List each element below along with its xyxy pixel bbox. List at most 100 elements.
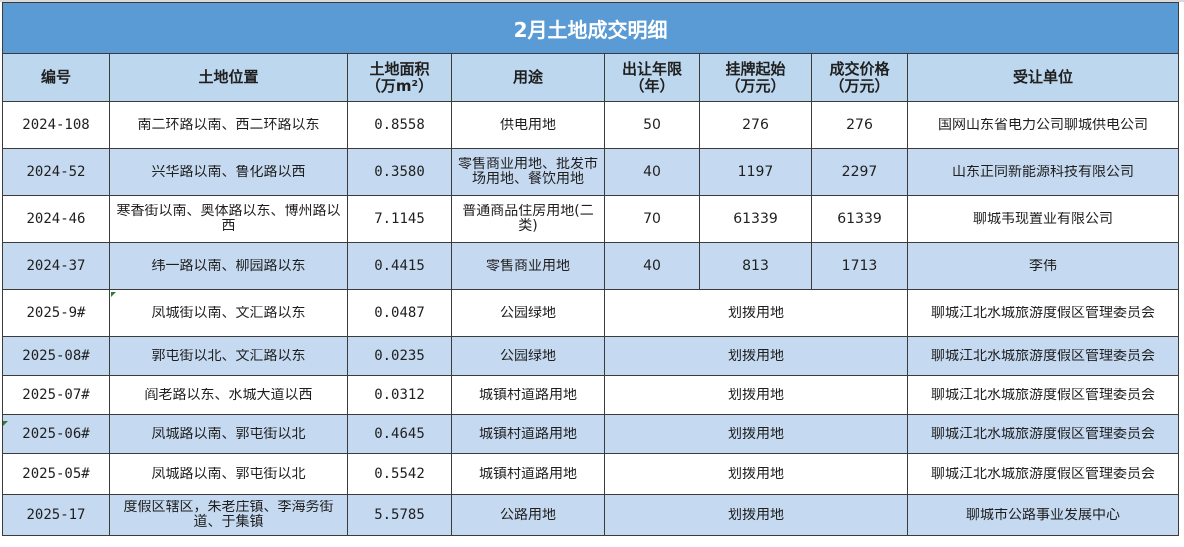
cell-location[interactable]: 凤城路以南、郭屯街以北: [109, 414, 348, 454]
cell-location[interactable]: 凤城路以南、郭屯街以北: [109, 453, 348, 495]
cell-area[interactable]: 0.5542: [347, 453, 452, 495]
cell-buyer[interactable]: 聊城江北水城旅游度假区管理委员会: [906, 453, 1180, 495]
cell-id[interactable]: 2025-08#: [2, 336, 110, 376]
cell-id[interactable]: 2024-37: [2, 242, 110, 290]
spreadsheet: 2月土地成交明细 编号 土地位置 土地面积 （万m²） 用途 出让年限 （年） 挂牌起始 （万元…: [1, 2, 1180, 536]
cell-buyer[interactable]: 李伟: [906, 242, 1180, 290]
cell-allocation[interactable]: 划拨用地: [604, 375, 908, 415]
cell-location[interactable]: 南二环路以南、西二环路以东: [109, 101, 348, 149]
cell-allocation[interactable]: 划拨用地: [604, 289, 908, 337]
cell-id-text: 2024-46: [26, 211, 86, 227]
cell-id[interactable]: 2025-17: [2, 494, 110, 536]
cell-use[interactable]: 零售商业用地: [451, 242, 605, 290]
cell-deal-price[interactable]: 61339: [811, 195, 908, 243]
cell-use[interactable]: 城镇村道路用地: [451, 453, 605, 495]
cell-allocation[interactable]: 划拨用地: [604, 494, 908, 536]
header-years[interactable]: 出让年限 （年）: [604, 53, 700, 102]
cell-area-text: 7.1145: [374, 211, 425, 227]
cell-use[interactable]: 普通商品住房用地(二类): [451, 195, 605, 243]
cell-allocation[interactable]: 划拨用地: [604, 453, 908, 495]
cell-location[interactable]: 兴华路以南、鲁化路以西: [109, 148, 348, 196]
cell-deal-price[interactable]: 276: [811, 101, 908, 149]
cell-buyer[interactable]: 聊城江北水城旅游度假区管理委员会: [906, 375, 1180, 415]
cell-buyer[interactable]: 聊城江北水城旅游度假区管理委员会: [906, 289, 1180, 337]
cell-allocation-text: 划拨用地: [728, 507, 784, 523]
header-buyer[interactable]: 受让单位: [906, 53, 1180, 102]
cell-area[interactable]: 0.3580: [347, 148, 452, 196]
cell-location-text: 阎老路以东、水城大道以西: [144, 387, 313, 403]
cell-id-text: 2024-52: [26, 164, 86, 180]
cell-start-price[interactable]: 276: [699, 101, 812, 149]
cell-deal-price-text: 61339: [837, 211, 882, 227]
cell-location-text: 郭屯街以北、文汇路以东: [151, 348, 306, 364]
cell-id[interactable]: 2024-46: [2, 195, 110, 243]
cell-years[interactable]: 70: [604, 195, 700, 243]
cell-area[interactable]: 0.8558: [347, 101, 452, 149]
cell-buyer-text: 聊城市公路事业发展中心: [966, 507, 1121, 523]
cell-location-text: 纬一路以南、柳园路以东: [151, 258, 306, 274]
cell-allocation-text: 划拨用地: [728, 387, 784, 403]
sheet-title[interactable]: 2月土地成交明细: [1, 2, 1180, 54]
cell-buyer[interactable]: 山东正同新能源科技有限公司: [906, 148, 1180, 196]
cell-location[interactable]: 阎老路以东、水城大道以西: [109, 375, 348, 415]
cell-use[interactable]: 零售商业用地、批发市场用地、餐饮用地: [451, 148, 605, 196]
cell-id[interactable]: 2025-06#: [2, 414, 110, 454]
cell-id[interactable]: 2025-07#: [2, 375, 110, 415]
cell-use-text: 城镇村道路用地: [479, 466, 577, 482]
cell-years[interactable]: 40: [604, 148, 700, 196]
header-id[interactable]: 编号: [2, 53, 110, 102]
cell-location[interactable]: 寒香街以南、奥体路以东、博州路以西: [109, 195, 348, 243]
cell-start-price[interactable]: 61339: [699, 195, 812, 243]
cell-location[interactable]: 纬一路以南、柳园路以东: [109, 242, 348, 290]
cell-location[interactable]: 度假区辖区，朱老庄镇、李海务街道、于集镇: [109, 494, 348, 536]
cell-area[interactable]: 7.1145: [347, 195, 452, 243]
cell-years[interactable]: 40: [604, 242, 700, 290]
cell-area[interactable]: 0.4415: [347, 242, 452, 290]
cell-buyer[interactable]: 聊城江北水城旅游度假区管理委员会: [906, 414, 1180, 454]
header-start-price[interactable]: 挂牌起始 （万元）: [699, 53, 812, 102]
cell-buyer[interactable]: 聊城江北水城旅游度假区管理委员会: [906, 336, 1180, 376]
cell-area[interactable]: 0.0235: [347, 336, 452, 376]
cell-id-text: 2025-9#: [26, 305, 86, 321]
cell-allocation[interactable]: 划拨用地: [604, 414, 908, 454]
cell-id-text: 2025-07#: [22, 387, 90, 403]
cell-buyer[interactable]: 国网山东省电力公司聊城供电公司: [906, 101, 1180, 149]
cell-id[interactable]: 2025-05#: [2, 453, 110, 495]
cell-buyer-text: 聊城江北水城旅游度假区管理委员会: [931, 466, 1156, 482]
cell-id[interactable]: 2025-9#: [2, 289, 110, 337]
cell-id[interactable]: 2024-52: [2, 148, 110, 196]
cell-use[interactable]: 供电用地: [451, 101, 605, 149]
cell-use[interactable]: 公园绿地: [451, 289, 605, 337]
cell-deal-price[interactable]: 2297: [811, 148, 908, 196]
cell-area[interactable]: 0.0487: [347, 289, 452, 337]
cell-buyer-text: 国网山东省电力公司聊城供电公司: [938, 117, 1149, 133]
cell-deal-price[interactable]: 1713: [811, 242, 908, 290]
cell-location[interactable]: 郭屯街以北、文汇路以东: [109, 336, 348, 376]
cell-start-price[interactable]: 813: [699, 242, 812, 290]
cell-location[interactable]: 凤城街以南、文汇路以东: [109, 289, 348, 337]
cell-start-price-text: 276: [742, 117, 769, 133]
cell-buyer[interactable]: 聊城韦现置业有限公司: [906, 195, 1180, 243]
cell-buyer[interactable]: 聊城市公路事业发展中心: [906, 494, 1180, 536]
cell-location-text: 凤城路以南、郭屯街以北: [151, 466, 306, 482]
cell-use[interactable]: 城镇村道路用地: [451, 414, 605, 454]
cell-area[interactable]: 0.4645: [347, 414, 452, 454]
cell-years[interactable]: 50: [604, 101, 700, 149]
table-row: 2024-46 寒香街以南、奥体路以东、博州路以西 7.1145 普通商品住房用地(二…: [2, 195, 1180, 243]
cell-use[interactable]: 公园绿地: [451, 336, 605, 376]
cell-area[interactable]: 5.5785: [347, 494, 452, 536]
cell-start-price[interactable]: 1197: [699, 148, 812, 196]
cell-area[interactable]: 0.0312: [347, 375, 452, 415]
cell-location-text: 寒香街以南、奥体路以东、博州路以西: [116, 204, 341, 234]
header-area[interactable]: 土地面积 （万m²）: [347, 53, 452, 102]
cell-use[interactable]: 城镇村道路用地: [451, 375, 605, 415]
cell-use[interactable]: 公路用地: [451, 494, 605, 536]
table-row: 2025-9# 凤城街以南、文汇路以东 0.0487 公园绿地 划拨用地 聊城江北水城旅游…: [2, 289, 1180, 337]
cell-allocation[interactable]: 划拨用地: [604, 336, 908, 376]
cell-location-text: 凤城路以南、郭屯街以北: [151, 426, 306, 442]
cell-area-text: 0.0487: [374, 305, 425, 321]
header-deal-price[interactable]: 成交价格 （万元）: [811, 53, 908, 102]
header-use[interactable]: 用途: [451, 53, 605, 102]
header-location[interactable]: 土地位置: [109, 53, 348, 102]
cell-id[interactable]: 2024-108: [2, 101, 110, 149]
